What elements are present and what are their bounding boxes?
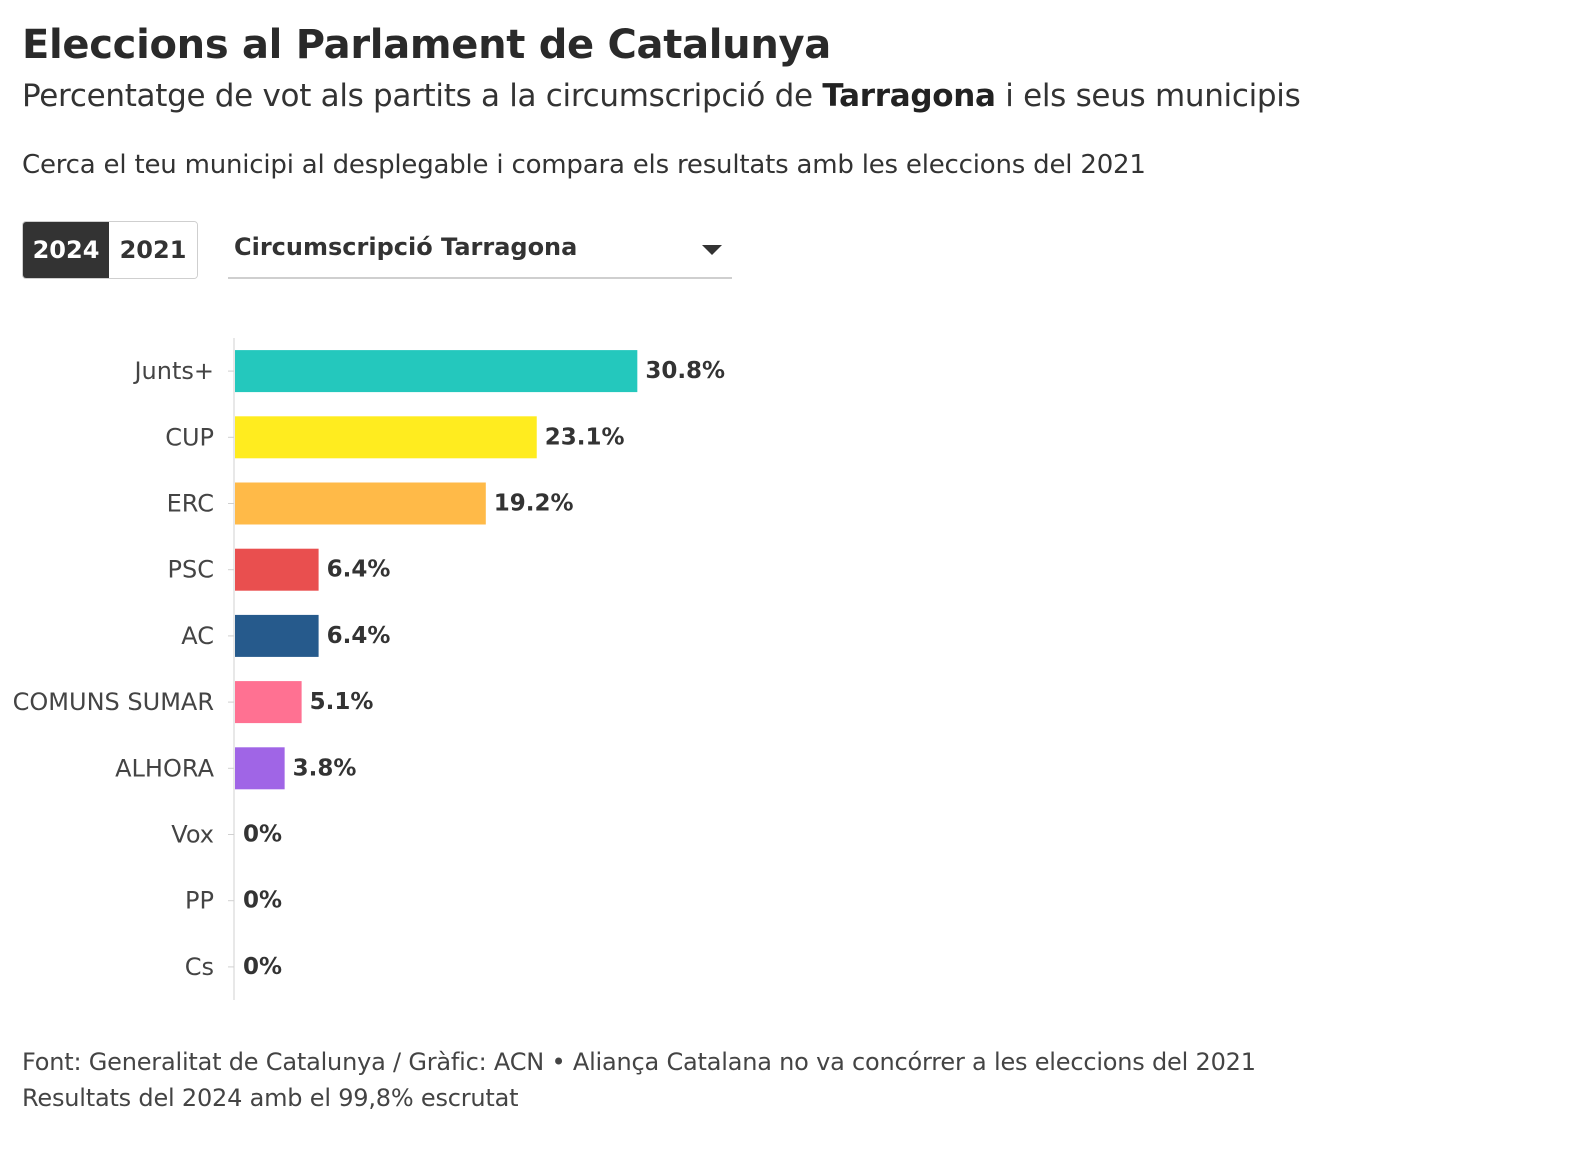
bar-chart: Junts+ 30.8% CUP 23.1% ERC 19.2% PSC 6.4% AC 6.4%…	[13, 338, 725, 1000]
category-label: COMUNS SUMAR	[13, 688, 214, 716]
subtitle-region: Tarragona	[822, 78, 996, 114]
year-2021-button[interactable]: 2021	[109, 222, 197, 278]
category-label: ALHORA	[115, 754, 214, 782]
category-label: PSC	[168, 556, 214, 584]
bar	[235, 350, 638, 393]
footer: Font: Generalitat de Catalunya / Gràfic:…	[22, 1044, 1256, 1116]
count-note: Resultats del 2024 amb el 99,8% escrutat	[22, 1084, 519, 1112]
category-label: PP	[185, 887, 214, 915]
category-label: ERC	[167, 490, 214, 518]
bar	[235, 681, 302, 724]
value-label: 6.4%	[327, 623, 391, 649]
value-label: 5.1%	[310, 689, 374, 715]
source-note: Font: Generalitat de Catalunya / Gràfic:…	[22, 1048, 1256, 1076]
value-label: 6.4%	[327, 557, 391, 583]
category-label: Vox	[171, 821, 214, 849]
value-label: 0%	[243, 954, 282, 980]
subtitle-text-end: i els seus municipis	[995, 78, 1301, 114]
value-label: 0%	[243, 822, 282, 848]
value-label: 30.8%	[645, 358, 725, 384]
bar	[235, 482, 486, 525]
bar	[235, 416, 537, 459]
municipality-dropdown[interactable]: Circumscripció Tarragona	[228, 221, 732, 279]
value-label: 0%	[243, 888, 282, 914]
bar	[235, 548, 319, 591]
category-label: AC	[181, 622, 214, 650]
category-label: CUP	[165, 423, 214, 451]
value-label: 23.1%	[545, 424, 625, 450]
intro-text: Cerca el teu municipi al desplegable i c…	[22, 150, 1146, 180]
dropdown-selected-value: Circumscripció Tarragona	[234, 233, 578, 261]
subtitle-text-start: Percentatge de vot als partits a la circ…	[22, 78, 823, 114]
chart-subtitle: Percentatge de vot als partits a la circ…	[22, 78, 1301, 114]
caret-down-icon	[702, 245, 722, 255]
category-label: Junts+	[132, 357, 214, 385]
bar	[235, 614, 319, 657]
chart-title: Eleccions al Parlament de Catalunya	[22, 22, 831, 68]
category-label: Cs	[185, 953, 214, 981]
value-label: 3.8%	[293, 755, 357, 781]
bar	[235, 747, 285, 790]
value-label: 19.2%	[494, 491, 574, 517]
year-toggle: 2024 2021	[22, 221, 198, 279]
year-2024-button[interactable]: 2024	[23, 222, 109, 278]
